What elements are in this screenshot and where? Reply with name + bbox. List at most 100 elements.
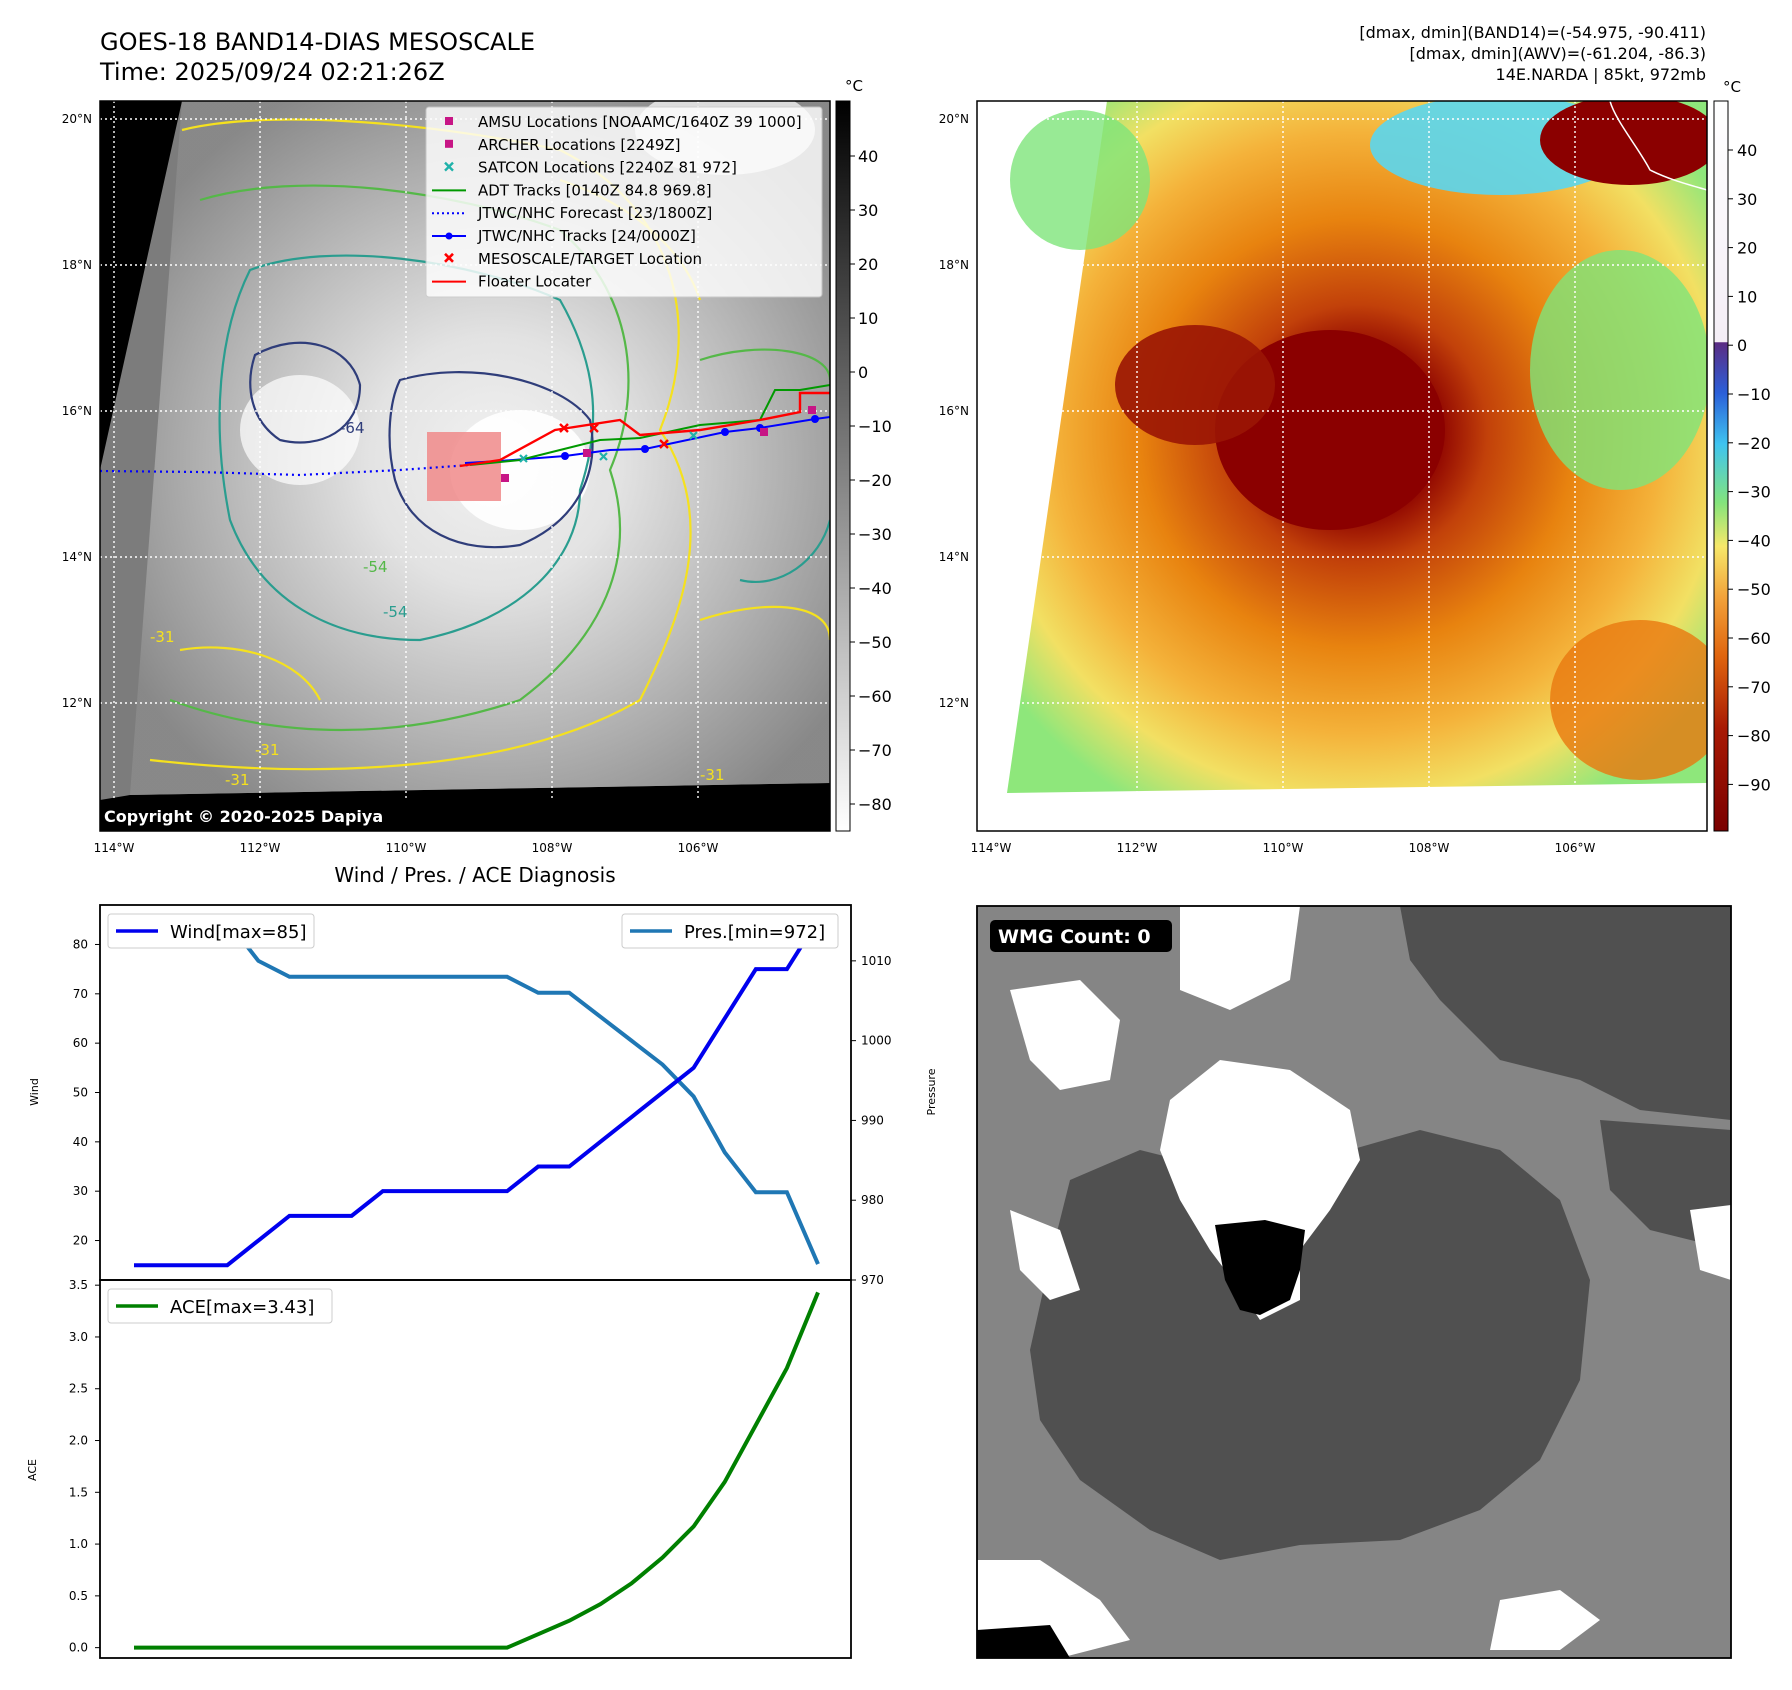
legend-entry: SATCON Locations [2240Z 81 972] — [444, 159, 737, 177]
legend-label: AMSU Locations [NOAAMC/1640Z 39 1000] — [478, 113, 802, 131]
pressure-tick-label: 1000 — [861, 1034, 892, 1048]
ir-colorbar-tick: −10 — [858, 417, 892, 436]
pressure-tick-label: 1010 — [861, 954, 892, 968]
ir-colorbar-tick: 40 — [858, 147, 878, 166]
wind-tick-label: 30 — [73, 1184, 88, 1198]
satcon-markers — [519, 431, 698, 463]
wind-legend-label: Wind[max=85] — [170, 922, 307, 943]
legend-label: SATCON Locations [2240Z 81 972] — [478, 159, 737, 177]
ir-colorbar-tick: −50 — [858, 633, 892, 652]
ace-tick-label: 1.5 — [69, 1485, 88, 1499]
wind-axis-label: Wind — [28, 1078, 41, 1106]
lon-tick-label: 112°W — [1117, 841, 1158, 855]
awv-colorbar-tick: −60 — [1737, 629, 1771, 648]
wmg-count-label: WMG Count: 0 — [998, 926, 1151, 948]
legend-label: MESOSCALE/TARGET Location — [478, 250, 702, 268]
lon-tick-label: 114°W — [94, 841, 135, 855]
wind-tick-label: 80 — [73, 937, 88, 951]
awv-colorbar-tick: −20 — [1737, 434, 1771, 453]
lat-tick-label: 16°N — [62, 404, 92, 418]
figure-title: GOES-18 BAND14-DIAS MESOSCALE — [100, 28, 535, 56]
lon-tick-label: 110°W — [386, 841, 427, 855]
lat-tick-label: 12°N — [62, 696, 92, 710]
info-awv-range: [dmax, dmin](AWV)=(-61.204, -86.3) — [1409, 44, 1706, 63]
pressure-line — [134, 918, 820, 1265]
wind-legend: Wind[max=85] — [107, 913, 315, 949]
chart-title: Wind / Pres. / ACE Diagnosis — [334, 863, 615, 887]
legend-entry: JTWC/NHC Forecast [23/1800Z] — [432, 204, 712, 222]
awv-map — [977, 101, 1707, 831]
awv-colorbar-tick: 20 — [1737, 239, 1757, 258]
legend-label: ADT Tracks [0140Z 84.8 969.8] — [478, 181, 712, 199]
pressure-legend: Pres.[min=972] — [621, 913, 839, 949]
ace-legend-label: ACE[max=3.43] — [170, 1297, 314, 1318]
awv-colorbar-tick: −70 — [1737, 678, 1771, 697]
ace-tick-label: 3.5 — [69, 1278, 88, 1292]
figure-time: Time: 2025/09/24 02:21:26Z — [99, 58, 445, 86]
legend-entry: ARCHER Locations [2249Z] — [445, 136, 681, 154]
contour-label: -31 — [225, 771, 250, 789]
target-markers — [559, 423, 669, 449]
awv-frame — [976, 100, 1708, 832]
ir-colorbar-tick: −80 — [858, 795, 892, 814]
awv-colorbar-tick: −90 — [1737, 775, 1771, 794]
wind-tick-label: 70 — [73, 987, 88, 1001]
floater-track — [459, 391, 830, 468]
awv-colorbar-ticks: 40 30 20 10 0 −10 −20 −30 −40 −50 −60 −70 −80 −90 — [1728, 141, 1771, 794]
ir-colorbar-tick: −30 — [858, 525, 892, 544]
legend-label: ARCHER Locations [2249Z] — [478, 136, 681, 154]
ir-colorbar-tick: −60 — [858, 687, 892, 706]
lat-tick-label: 14°N — [62, 550, 92, 564]
ir-colorbar — [835, 100, 851, 832]
legend-label: JTWC/NHC Forecast [23/1800Z] — [477, 204, 712, 222]
legend-label: Floater Locater — [478, 273, 592, 291]
ace-tick-label: 0.5 — [69, 1589, 88, 1603]
awv-colorbar-unit: °C — [1723, 78, 1741, 96]
contour-labels: -31 -54 -54 -64 -31 -31 -31 — [150, 419, 725, 789]
ace-axis-label: ACE — [26, 1459, 39, 1481]
ace-plot: 0.0 0.5 1.0 1.5 2.0 2.5 3.0 3.5 — [69, 1278, 820, 1655]
ace-line — [134, 1291, 820, 1650]
wind-tick-label: 60 — [73, 1036, 88, 1050]
lat-tick-label: 12°N — [939, 696, 969, 710]
ir-colorbar-tick: 10 — [858, 309, 878, 328]
wmg-count-badge — [990, 920, 1172, 952]
pressure-tick-label: 990 — [861, 1113, 884, 1127]
lat-tick-label: 18°N — [62, 258, 92, 272]
lat-tick-label: 14°N — [939, 550, 969, 564]
wmg-map — [977, 906, 1731, 1658]
ir-colorbar-tick: −70 — [858, 741, 892, 760]
awv-colorbar-tick: −50 — [1737, 580, 1771, 599]
legend-entry: AMSU Locations [NOAAMC/1640Z 39 1000] — [445, 113, 802, 131]
ace-tick-label: 2.0 — [69, 1434, 88, 1448]
lon-tick-label: 108°W — [532, 841, 573, 855]
ace-tick-label: 1.0 — [69, 1537, 88, 1551]
ir-colorbar-tick: −20 — [858, 471, 892, 490]
pressure-axis-label: Pressure — [925, 1068, 938, 1115]
wind-line — [134, 918, 820, 1268]
legend-entry: JTWC/NHC Tracks [24/0000Z] — [432, 227, 696, 245]
contour-label: -31 — [150, 628, 175, 646]
legend-entry: ADT Tracks [0140Z 84.8 969.8] — [432, 181, 712, 199]
contour-label: -64 — [340, 419, 365, 437]
map-legend: AMSU Locations [NOAAMC/1640Z 39 1000] ARC… — [425, 106, 823, 298]
awv-colorbar-tick: 0 — [1737, 336, 1747, 355]
legend-entry: MESOSCALE/TARGET Location — [444, 250, 702, 268]
info-storm: 14E.NARDA | 85kt, 972mb — [1496, 65, 1706, 84]
awv-tick-labels: 114°W 112°W 110°W 108°W 106°W 20°N 18°N 16°N 14°… — [939, 112, 1596, 855]
ace-tick-label: 3.0 — [69, 1330, 88, 1344]
amsu-markers — [501, 406, 816, 482]
awv-gridlines — [977, 101, 1707, 831]
wind-pressure-plot: 20 30 40 50 60 70 80 970 980 990 1000 1010 — [73, 918, 892, 1287]
awv-colorbar-tick: −40 — [1737, 531, 1771, 550]
lat-tick-label: 20°N — [939, 112, 969, 126]
lon-tick-label: 106°W — [678, 841, 719, 855]
ir-colorbar-unit: °C — [845, 77, 863, 95]
contour-label: -54 — [383, 603, 408, 621]
copyright: Copyright © 2020-2025 Dapiya — [104, 807, 383, 826]
lon-tick-label: 106°W — [1555, 841, 1596, 855]
ace-legend: ACE[max=3.43] — [107, 1288, 333, 1324]
awv-colorbar — [1713, 100, 1729, 832]
wmg-frame — [976, 905, 1732, 1659]
wind-pressure-axes — [99, 904, 852, 1281]
